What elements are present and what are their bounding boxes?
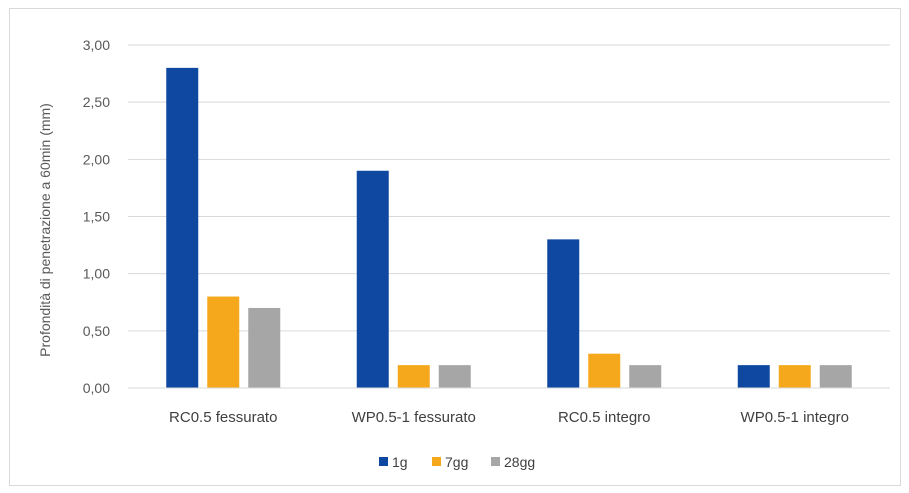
y-tick-label: 0,50 [83,323,110,339]
bar-1g [737,365,770,388]
x-category-label: RC0.5 integro [558,409,651,426]
y-tick-label: 2,50 [83,94,110,110]
y-axis-ticks: 0,00 0,50 1,00 1,50 2,00 2,50 3,00 [83,37,110,396]
bar-1g [547,239,580,388]
gridlines [128,44,890,332]
y-tick-label: 3,00 [83,37,110,53]
legend-swatch-7gg [432,457,441,466]
bar-7gg [778,365,811,388]
bars [166,67,852,388]
bar-1g [356,170,389,388]
bar-28gg [629,365,662,388]
x-category-label: RC0.5 fessurato [169,409,277,426]
bar-1g [166,67,199,388]
y-tick-label: 1,50 [83,209,110,225]
y-tick-label: 2,00 [83,151,110,167]
bar-7gg [588,353,621,388]
legend-label-7gg: 7gg [445,454,468,470]
legend-swatch-28gg [491,457,500,466]
x-category-label: WP0.5-1 integro [741,409,849,426]
legend: 1g 7gg 28gg [379,454,535,470]
x-category-label: WP0.5-1 fessurato [352,409,476,426]
y-tick-label: 0,00 [83,380,110,396]
legend-swatch-1g [379,457,388,466]
y-axis-label: Profondità di penetrazione a 60min (mm) [37,103,53,357]
bar-28gg [248,307,281,388]
bar-7gg [397,365,430,388]
bar-28gg [438,365,471,388]
legend-label-1g: 1g [392,454,408,470]
chart-frame [9,8,901,486]
legend-label-28gg: 28gg [504,454,535,470]
y-tick-label: 1,00 [83,266,110,282]
x-axis-categories: RC0.5 fessurato WP0.5-1 fessurato RC0.5 in… [169,409,849,426]
bar-28gg [819,365,852,388]
bar-7gg [207,296,240,388]
